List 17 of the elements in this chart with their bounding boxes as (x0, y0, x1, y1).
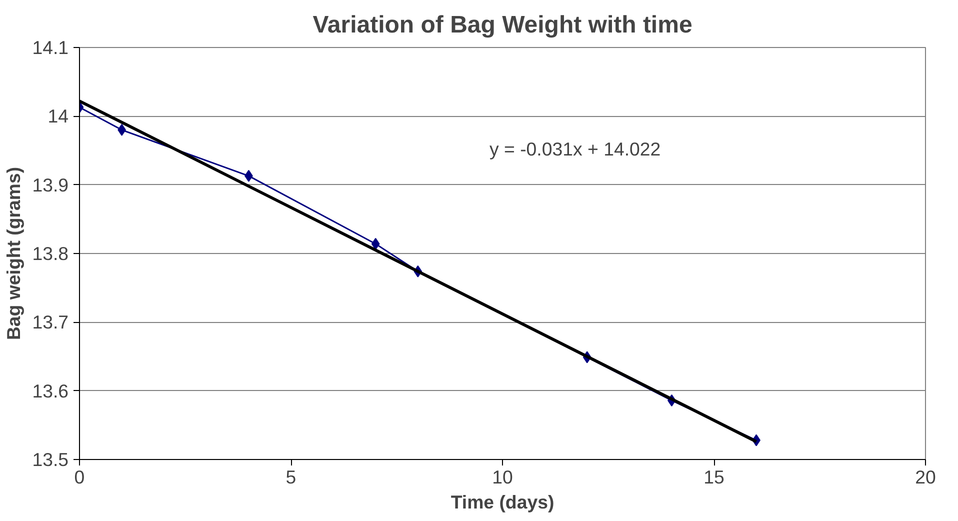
x-tick-label: 10 (492, 466, 513, 488)
chart-title: Variation of Bag Weight with time (312, 12, 692, 38)
x-tick-label: 15 (704, 466, 724, 488)
y-tick-label: 14 (48, 106, 69, 127)
x-axis-title: Time (days) (450, 492, 554, 512)
x-tick-label: 20 (915, 466, 936, 488)
y-tick-label: 13.8 (32, 243, 68, 264)
y-tick-label: 13.5 (32, 449, 68, 470)
y-tick-label: 13.9 (32, 174, 68, 196)
y-tick-label: 13.7 (32, 312, 68, 333)
y-tick-label: 13.6 (32, 380, 68, 402)
annotation: y = -0.031x + 14.022 (490, 138, 661, 160)
point (371, 238, 380, 250)
y-tick-label: 14.1 (32, 37, 68, 58)
y-axis-title: Bag weight (grams) (3, 166, 24, 340)
x-tick-label: 5 (286, 466, 296, 488)
x-tick-label: 0 (74, 466, 85, 488)
